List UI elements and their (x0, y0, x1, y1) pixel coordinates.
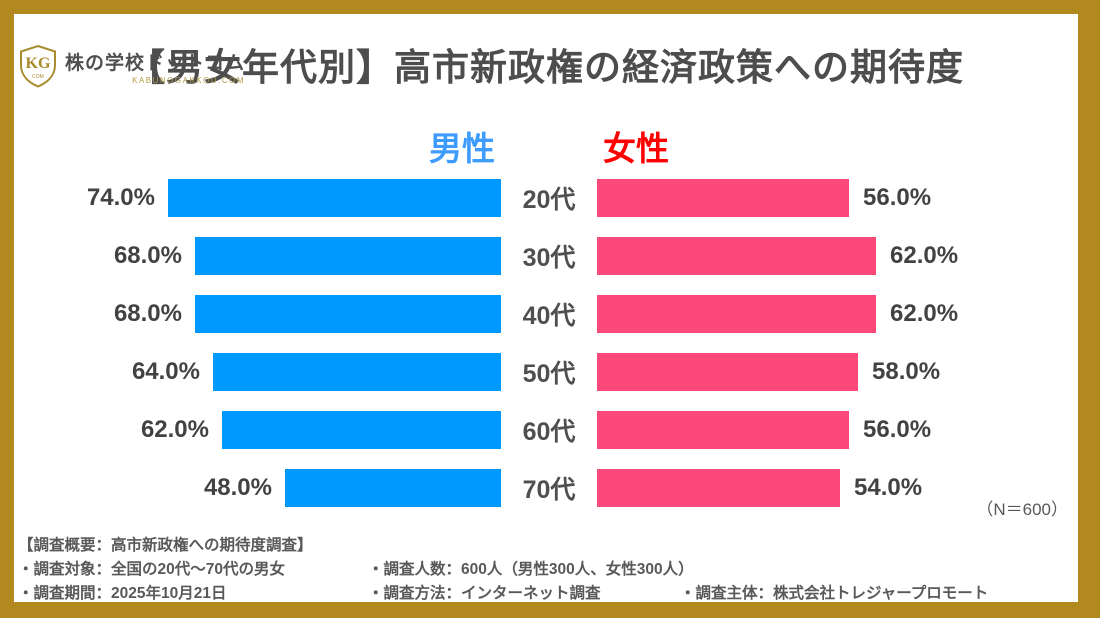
female-bar (597, 295, 876, 333)
female-bar (597, 179, 849, 217)
female-bar (597, 469, 840, 507)
male-value-label: 68.0% (113, 242, 182, 269)
sample-size-note: （N＝600） (976, 500, 1068, 519)
chart-row: 74.0% 20代 56.0% (14, 179, 1078, 217)
gold-frame: KG COM 株の学校ドットコム KABUNOGAKKOU.COM 【男女年代別… (0, 0, 1100, 618)
page-title: 【男女年代別】高市新政権の経済政策への期待度 (128, 47, 964, 88)
male-value-label: 48.0% (203, 474, 272, 501)
female-value-label: 58.0% (872, 358, 941, 385)
logo-monogram-sub: COM (32, 74, 44, 80)
male-bar (213, 353, 501, 391)
male-value-label: 68.0% (113, 300, 182, 327)
page-content: KG COM 株の学校ドットコム KABUNOGAKKOU.COM 【男女年代別… (14, 44, 1078, 634)
series-headers: 男性 女性 (14, 126, 1078, 167)
female-value-label: 56.0% (863, 184, 932, 211)
age-label: 40代 (522, 302, 576, 330)
female-bar-cell: 56.0% (597, 179, 1078, 217)
age-label: 60代 (522, 418, 576, 446)
female-value-label: 56.0% (863, 416, 932, 443)
age-label: 70代 (522, 476, 576, 504)
female-bar-cell: 58.0% (597, 353, 1078, 391)
female-value-label: 62.0% (890, 300, 959, 327)
age-label: 50代 (522, 360, 576, 388)
logo-monogram: KG (26, 55, 51, 72)
male-bar-cell: 68.0% (14, 237, 501, 275)
footer-line-2: ・調査対象：全国の20代～70代の男女 ・調査人数：600人（男性300人、女性3… (18, 558, 1078, 582)
footer-item-target: ・調査対象：全国の20代～70代の男女 (18, 561, 285, 578)
survey-footer: 【調査概要：高市新政権への期待度調査】 ・調査対象：全国の20代～70代の男女・… (14, 534, 1078, 606)
male-bar (195, 237, 501, 275)
logo-texts: 株の学校ドットコム KABUNOGAKKOU.COM (65, 48, 245, 85)
footer-line-3: ・調査期間：2025年10月21日 ・調査方法：インターネット調査 ・調査主体：株式… (18, 582, 1078, 606)
male-series-header: 男性 (429, 130, 495, 167)
chart-row: 62.0% 60代 56.0% (14, 411, 1078, 449)
chart-row: 68.0% 40代 62.0% (14, 295, 1078, 333)
logo: KG COM 株の学校ドットコム KABUNOGAKKOU.COM (18, 44, 245, 88)
age-label: 20代 (522, 186, 576, 214)
footer-item-period: ・調査期間：2025年10月21日 (18, 585, 227, 602)
chart-row: 68.0% 30代 62.0% (14, 237, 1078, 275)
male-bar-cell: 68.0% (14, 295, 501, 333)
female-bar-cell: 54.0% (597, 469, 1078, 507)
footer-item-method: ・調査方法：インターネット調査 (368, 585, 601, 602)
logo-name: 株の学校ドットコム (65, 52, 246, 74)
female-value-label: 62.0% (890, 242, 959, 269)
female-series-header: 女性 (603, 130, 669, 167)
male-bar-cell: 62.0% (14, 411, 501, 449)
male-bar-cell: 48.0% (14, 469, 501, 507)
age-label: 30代 (522, 244, 576, 272)
female-bar (597, 237, 876, 275)
chart-rows: 74.0% 20代 56.0% 68.0% 30代 62.0% 68.0% 40代 62.0% 6… (14, 179, 1078, 507)
shield-logo-icon: KG COM (20, 44, 56, 88)
male-bar (195, 295, 501, 333)
footer-item-count: ・調査人数：600人（男性300人、女性300人） (368, 561, 694, 578)
female-bar-cell: 62.0% (597, 237, 1078, 275)
female-bar (597, 353, 858, 391)
female-value-label: 54.0% (854, 474, 923, 501)
male-bar (168, 179, 501, 217)
female-bar (597, 411, 849, 449)
male-value-label: 74.0% (86, 184, 155, 211)
chart-row: 64.0% 50代 58.0% (14, 353, 1078, 391)
male-bar-cell: 74.0% (14, 179, 501, 217)
male-bar (222, 411, 501, 449)
female-bar-cell: 56.0% (597, 411, 1078, 449)
footer-item-organizer: ・調査主体：株式会社トレジャープロモート (680, 585, 989, 602)
chart-row: 48.0% 70代 54.0% (14, 469, 1078, 507)
male-value-label: 64.0% (131, 358, 200, 385)
male-value-label: 62.0% (140, 416, 209, 443)
male-bar-cell: 64.0% (14, 353, 501, 391)
male-bar (285, 469, 501, 507)
footer-heading: 【調査概要：高市新政権への期待度調査】 (18, 537, 313, 554)
female-bar-cell: 62.0% (597, 295, 1078, 333)
logo-domain: KABUNOGAKKOU.COM (132, 75, 246, 85)
